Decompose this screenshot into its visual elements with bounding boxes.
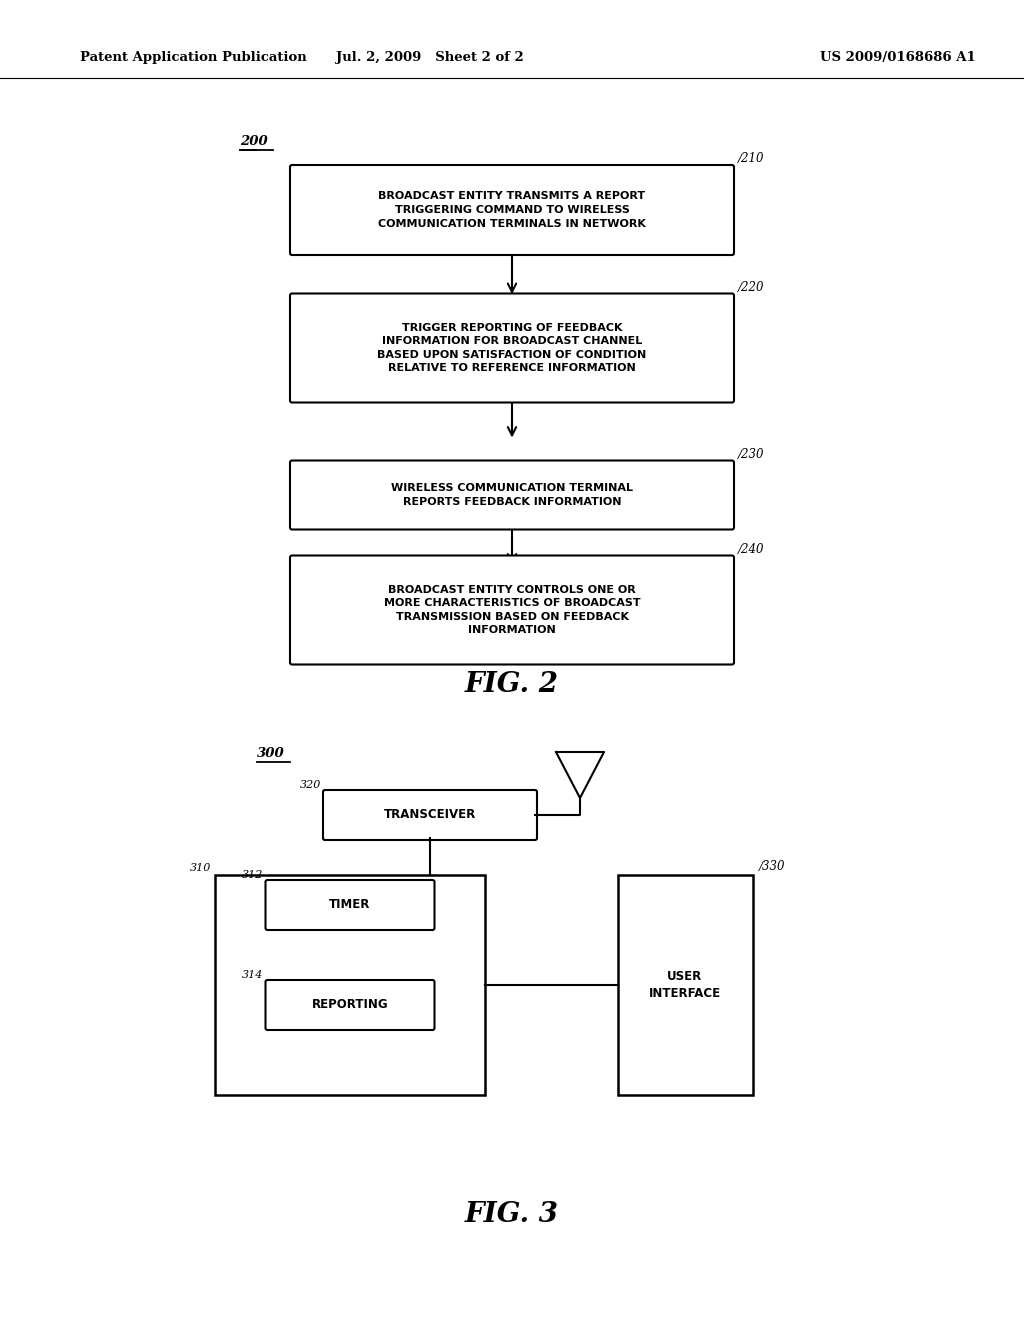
Text: 320: 320 <box>300 780 321 789</box>
Text: REPORTING: REPORTING <box>311 998 388 1011</box>
Bar <box>215 875 485 1096</box>
Polygon shape <box>556 752 604 799</box>
Text: 200: 200 <box>240 135 267 148</box>
Text: TIMER: TIMER <box>330 899 371 912</box>
Text: Patent Application Publication: Patent Application Publication <box>80 51 307 65</box>
Text: ∕210: ∕210 <box>738 152 765 165</box>
FancyBboxPatch shape <box>265 979 434 1030</box>
Text: ∕330: ∕330 <box>759 861 785 873</box>
Text: TRIGGER REPORTING OF FEEDBACK
INFORMATION FOR BROADCAST CHANNEL
BASED UPON SATIS: TRIGGER REPORTING OF FEEDBACK INFORMATIO… <box>378 322 646 374</box>
FancyBboxPatch shape <box>290 556 734 664</box>
Text: ∕230: ∕230 <box>738 447 765 461</box>
FancyBboxPatch shape <box>265 880 434 931</box>
Text: US 2009/0168686 A1: US 2009/0168686 A1 <box>820 51 976 65</box>
Text: 300: 300 <box>257 747 285 760</box>
Text: BROADCAST ENTITY CONTROLS ONE OR
MORE CHARACTERISTICS OF BROADCAST
TRANSMISSION : BROADCAST ENTITY CONTROLS ONE OR MORE CH… <box>384 585 640 635</box>
Text: ∕240: ∕240 <box>738 543 765 556</box>
Text: FIG. 2: FIG. 2 <box>465 672 559 698</box>
FancyBboxPatch shape <box>323 789 537 840</box>
Text: 312: 312 <box>242 870 263 880</box>
Text: WIRELESS COMMUNICATION TERMINAL
REPORTS FEEDBACK INFORMATION: WIRELESS COMMUNICATION TERMINAL REPORTS … <box>391 483 633 507</box>
Text: 314: 314 <box>242 970 263 979</box>
Text: USER
INTERFACE: USER INTERFACE <box>649 970 721 1001</box>
Bar <box>617 875 753 1096</box>
Text: ∕220: ∕220 <box>738 281 765 293</box>
Text: 310: 310 <box>189 863 211 873</box>
Text: FIG. 3: FIG. 3 <box>465 1201 559 1229</box>
Text: TRANSCEIVER: TRANSCEIVER <box>384 808 476 821</box>
Text: Jul. 2, 2009   Sheet 2 of 2: Jul. 2, 2009 Sheet 2 of 2 <box>336 51 524 65</box>
Text: BROADCAST ENTITY TRANSMITS A REPORT
TRIGGERING COMMAND TO WIRELESS
COMMUNICATION: BROADCAST ENTITY TRANSMITS A REPORT TRIG… <box>378 191 646 228</box>
FancyBboxPatch shape <box>290 293 734 403</box>
FancyBboxPatch shape <box>290 461 734 529</box>
FancyBboxPatch shape <box>290 165 734 255</box>
